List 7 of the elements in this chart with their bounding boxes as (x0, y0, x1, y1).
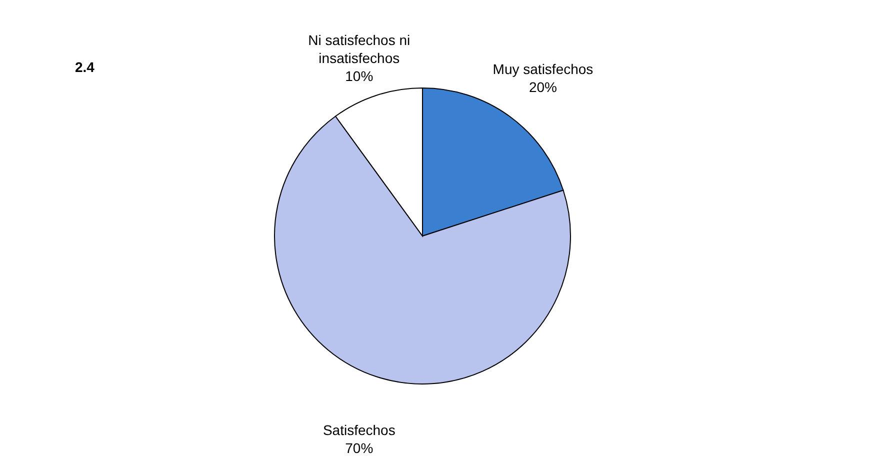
data-label: 10% (345, 68, 374, 84)
data-label: 20% (528, 79, 558, 96)
slice-label: Ni satisfechos ni insatisfechos (308, 32, 410, 66)
slice-label: Satisfechos (322, 422, 396, 438)
text: 2.4 (75, 59, 95, 75)
data-label: 70% (345, 440, 374, 456)
slice-label: Muy satisfechos (492, 61, 594, 78)
